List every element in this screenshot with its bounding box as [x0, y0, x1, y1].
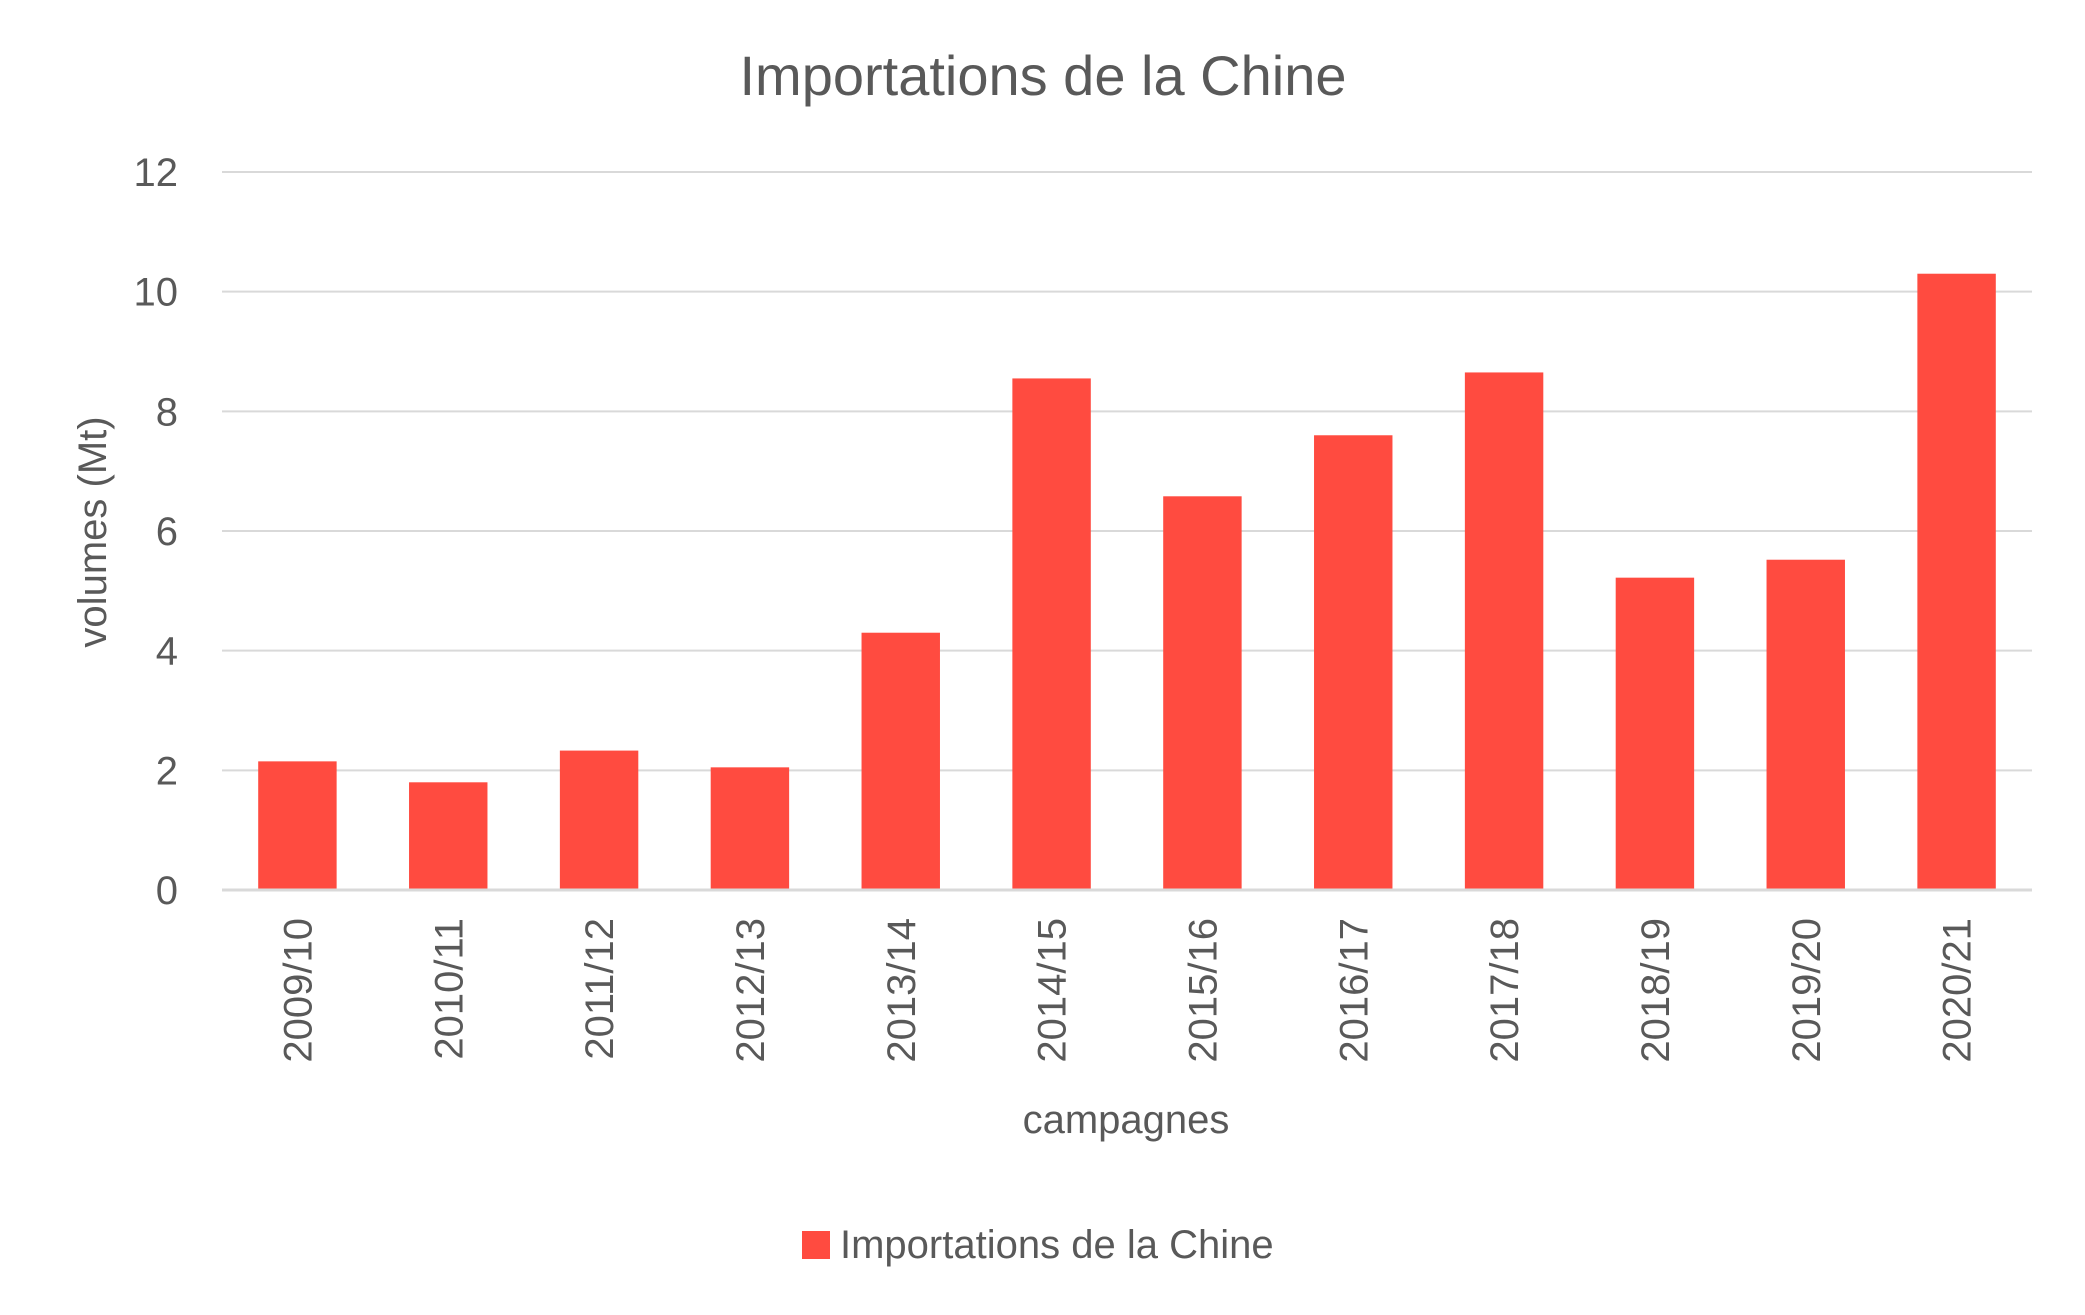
legend-swatch [802, 1231, 830, 1259]
x-tick-label: 2009/10 [276, 918, 320, 1063]
y-axis-ticks: 0 2 4 6 8 10 12 [134, 151, 179, 913]
bars [258, 273, 1996, 891]
x-tick-label: 2015/16 [1181, 918, 1225, 1063]
y-tick-label: 8 [156, 390, 178, 434]
bar-2020-21 [1917, 273, 1996, 890]
y-tick-label: 12 [134, 151, 179, 195]
bar-2013-14 [861, 632, 940, 890]
y-axis-title: volumes (Mt) [71, 416, 115, 647]
x-tick-label: 2010/11 [427, 918, 471, 1060]
x-tick-label: 2019/20 [1785, 918, 1829, 1063]
x-tick-label: 2020/21 [1936, 918, 1980, 1063]
x-tick-label: 2017/18 [1483, 918, 1527, 1063]
bar-2015-16 [1163, 496, 1242, 890]
y-tick-label: 10 [134, 271, 179, 315]
x-tick-label: 2012/13 [729, 918, 773, 1063]
chart-title: Importations de la Chine [739, 44, 1346, 107]
x-tick-label: 2014/15 [1031, 918, 1075, 1063]
x-axis-title: campagnes [1023, 1098, 1230, 1142]
x-tick-label: 2011/12 [578, 918, 622, 1060]
y-tick-label: 0 [156, 869, 178, 913]
gridlines [222, 171, 2032, 772]
bar-2009-10 [258, 761, 337, 890]
bar-2011-12 [559, 750, 639, 890]
bar-2010-11 [409, 782, 488, 890]
bar-2018-19 [1615, 577, 1695, 890]
y-tick-label: 2 [156, 749, 178, 793]
y-tick-label: 6 [156, 510, 178, 554]
bar-2019-20 [1766, 559, 1845, 890]
bar-2012-13 [710, 767, 790, 890]
x-tick-label: 2013/14 [880, 918, 924, 1063]
bar-2014-15 [1012, 378, 1091, 890]
bar-2017-18 [1464, 372, 1544, 891]
legend-label: Importations de la Chine [840, 1223, 1274, 1267]
legend: Importations de la Chine [802, 1223, 1274, 1267]
x-tick-label: 2018/19 [1634, 918, 1678, 1063]
y-tick-label: 4 [156, 630, 178, 674]
x-tick-label: 2016/17 [1332, 918, 1376, 1063]
x-axis-ticks: 2009/10 2010/11 2011/12 2012/13 2013/14 2014/… [276, 918, 1979, 1063]
bar-2016-17 [1314, 435, 1393, 890]
